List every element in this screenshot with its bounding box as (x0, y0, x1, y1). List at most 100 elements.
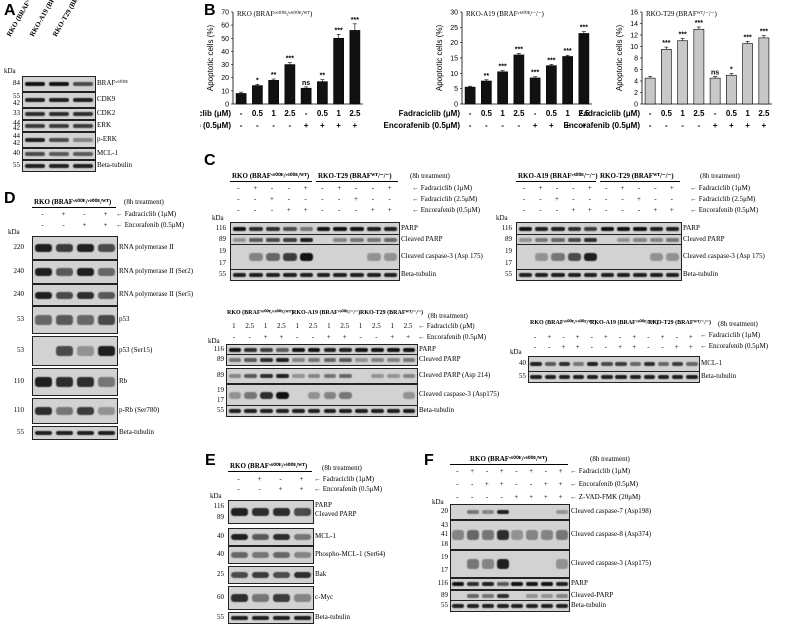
c3-row-4-blot-band (355, 409, 368, 413)
c1-row-0-blot-band (333, 226, 347, 232)
e-row-2-blot-band (273, 552, 290, 558)
f-sign-fad: - (515, 467, 518, 475)
b-chart-0-sig: ** (271, 72, 277, 79)
c3-row-3-blot-band (323, 391, 337, 399)
c3-sign-r1: 1 (232, 322, 236, 330)
c4-kda: kDa (510, 348, 522, 356)
b-chart-1-fad: 1 (565, 109, 570, 118)
c2-row-1-blot-band (567, 238, 581, 242)
f-treat: (8h treatment) (590, 455, 630, 463)
c4-row-0-blot-band (615, 361, 627, 367)
c4-sign-r2: + (632, 343, 637, 351)
c3-row-1-blot-band (260, 358, 273, 362)
c1-sign-r1: + (337, 184, 342, 192)
c1-row-3-blot-band (316, 273, 331, 277)
panel-a-row-0-blot (22, 76, 96, 92)
d-row-0-blot-band (98, 244, 115, 252)
c2-sign-r2: + (637, 195, 641, 203)
c3-row-2-blot-band (307, 373, 321, 379)
e-row-5-blot-band (231, 616, 248, 620)
c1-row-1-blot-band (266, 238, 280, 242)
f-row-4-blot-band (467, 594, 480, 598)
f-row-3-blot (450, 578, 570, 590)
f-sign-zvad: + (558, 493, 563, 501)
e-row-3-blot-band (231, 572, 248, 578)
c4-sign-r1: + (632, 333, 637, 341)
f-row-1-blot-band (526, 530, 539, 540)
panel-label-c: C (204, 152, 216, 169)
c1-row-3-blot-band (299, 273, 314, 277)
c1-row-2-blot-band (249, 252, 263, 262)
b-chart-2-title: RKO-T29 (BRAFᵂᵀ/⁻/⁻) (646, 10, 717, 18)
f-t1: ← Fadraciclib (1μM) (570, 467, 631, 475)
c2-hdr-a19: RKO-A19 (BRAFᵛ⁶⁰⁰ᴱ/⁻/⁻) (518, 172, 598, 180)
f-sign-fad: + (558, 467, 563, 475)
c1-row-1-blot-band (299, 238, 314, 242)
panel-label-b: B (204, 2, 216, 19)
c2-row-3-blot-band (518, 273, 532, 277)
panel-a-row-2-kda: 33 (13, 109, 20, 117)
f-row-3-blot-band (555, 582, 568, 586)
b-chart-1-fad: 2.5 (578, 109, 590, 118)
c2-row-0-blot-band (633, 226, 647, 232)
c1-row-2-blot-band (383, 252, 398, 262)
f-row-5-blot-band (526, 604, 539, 608)
c2-row-2-blot-band (567, 252, 581, 262)
c3-row-4-blot-band (244, 409, 258, 413)
f-row-0-blot-band (481, 509, 494, 515)
c3-row-1-blot-band (402, 358, 416, 362)
c3-row-2-blot-band (371, 373, 384, 379)
c4-hdr-rko: RKO (BRAFᵛ⁶⁰⁰ᴱ/ᵛ⁶⁰⁰ᴱ/ᵂᵀ) (530, 320, 597, 326)
c2-hdr-line1 (516, 181, 596, 182)
c3-row-0-blot-band (260, 348, 273, 352)
c3-row-3-blot-band (307, 391, 321, 399)
c4-t3: ← Encorafenib (0.5μM) (700, 342, 769, 350)
c3-row-1-blot (226, 354, 418, 366)
f-row-1-blot-band (496, 530, 509, 540)
b-chart-0-sig: *** (351, 17, 359, 24)
c3-row-4-blot-band (276, 409, 289, 413)
e-row-3-blot-band (252, 572, 269, 578)
c1-row-0-blot-band (232, 226, 247, 232)
c4-row-0-blot-band (558, 361, 571, 367)
panel-a-row-0-blot-band (73, 81, 93, 87)
f-sign-fad: + (529, 467, 534, 475)
c2-row-1-kda: 89 (505, 235, 512, 243)
c1-sign-r3: + (286, 206, 291, 214)
panel-a-row-4-label: p-ERK (97, 135, 117, 143)
d-sign-enc: - (41, 221, 44, 229)
f-row-4-blot-band (496, 594, 509, 598)
f-row-5-blot-band (555, 604, 568, 608)
c1-row-1-label: Cleaved PARP (401, 235, 443, 243)
d-sign-fad: + (61, 210, 66, 218)
c3-row-2-blot-band (402, 373, 416, 379)
e-row-2-blot-band (252, 552, 269, 558)
c2-row-1-blot-band (551, 238, 565, 242)
c2-row-2-blot-band (584, 252, 598, 262)
e-row-4-blot (228, 586, 314, 610)
f-row-4-kda: 89 (441, 591, 448, 599)
d-row-5-blot-band (56, 377, 73, 387)
c4-row-0-blot-band (587, 361, 599, 367)
panel-a-row-2-blot-band (73, 112, 93, 116)
c1-hdr-rko: RKO (BRAFᵛ⁶⁰⁰ᴱ/ᵛ⁶⁰⁰ᴱ/ᵂᵀ) (232, 172, 310, 180)
d-row-3-blot-band (56, 315, 73, 325)
c1-sign-r1: - (371, 184, 374, 192)
c2-sign-r2: - (670, 195, 673, 203)
panel-a-row-4-blot-band (49, 137, 69, 143)
d-row-0-blot-band (56, 244, 73, 252)
f-sign-zvad: + (529, 493, 534, 501)
e-row-2-blot-band (294, 552, 311, 558)
c1-t3: ← Encorafenib (0.5μM) (412, 206, 481, 214)
d-sign-fad: + (103, 210, 108, 218)
d-row-4-blot-band (77, 346, 94, 356)
f-row-4-label: Cleaved-PARP (571, 591, 614, 599)
b-chart-1-enc: + (549, 121, 554, 130)
c1-sign-r1: - (321, 184, 324, 192)
c3-row-0-blot-band (386, 348, 400, 352)
d-t1: ← Fadraciclib (1μM) (116, 210, 177, 218)
b-chart-2-sig: *** (760, 29, 768, 36)
c3-row-4-kda: 55 (217, 406, 224, 414)
f-sign-fad: - (485, 467, 489, 475)
c1-sign-r1: - (354, 184, 358, 192)
